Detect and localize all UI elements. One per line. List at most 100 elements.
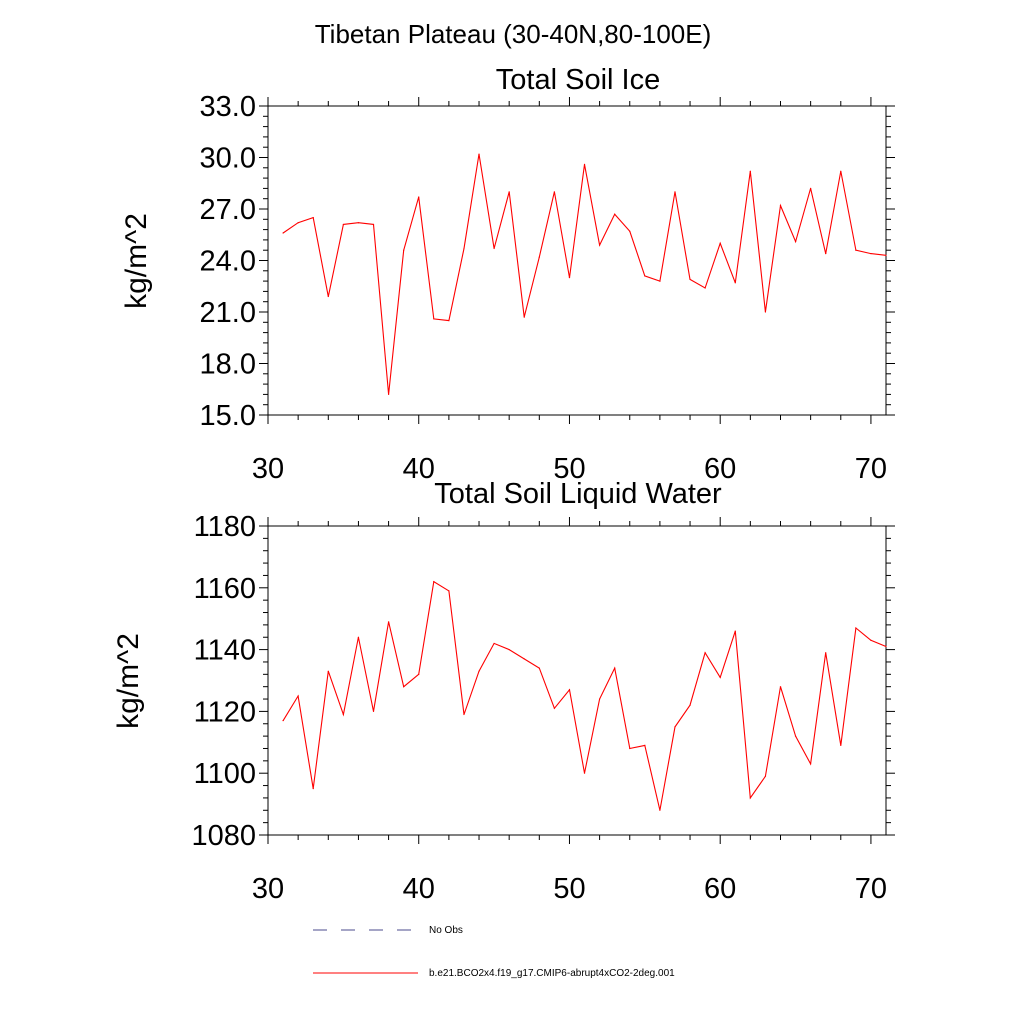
x-tick-labels: 30 40 50 60 70 bbox=[252, 453, 887, 485]
legend-entry-no-obs: No Obs bbox=[313, 925, 463, 936]
data-point bbox=[312, 788, 314, 790]
data-point bbox=[312, 216, 314, 219]
data-point bbox=[553, 707, 555, 709]
data-point bbox=[342, 223, 344, 226]
panel-title: Total Soil Ice bbox=[496, 64, 660, 96]
y-tick-label: 1180 bbox=[194, 511, 256, 543]
data-point bbox=[583, 163, 586, 165]
panel-title: Total Soil Liquid Water bbox=[434, 478, 722, 510]
y-tick-label: 30.0 bbox=[200, 143, 256, 175]
y-tick-label: 1120 bbox=[194, 696, 256, 728]
data-point bbox=[689, 278, 691, 280]
legend-label: b.e21.BCO2x4.f19_g17.CMIP6-abrupt4xCO2-2… bbox=[429, 968, 675, 979]
data-point bbox=[282, 232, 284, 234]
data-point bbox=[704, 287, 706, 289]
legend-entry-model-run: b.e21.BCO2x4.f19_g17.CMIP6-abrupt4xCO2-2… bbox=[313, 968, 675, 979]
data-point bbox=[538, 256, 540, 258]
x-tick-label: 50 bbox=[553, 873, 585, 905]
data-point bbox=[810, 187, 812, 189]
data-point bbox=[674, 191, 676, 193]
y-tick-label: 1100 bbox=[194, 758, 256, 790]
x-tick-label: 70 bbox=[855, 873, 887, 905]
data-point bbox=[418, 673, 420, 675]
series-line bbox=[282, 154, 887, 395]
data-point bbox=[282, 720, 284, 722]
data-point bbox=[568, 689, 571, 691]
data-point bbox=[629, 747, 631, 750]
panel-total-soil-liquid-water: Total Soil Liquid Water kg/m^2 108011001… bbox=[112, 478, 895, 905]
data-point bbox=[810, 763, 812, 765]
data-point bbox=[523, 316, 525, 318]
y-axis-label: kg/m^2 bbox=[120, 213, 153, 309]
data-point bbox=[840, 744, 842, 746]
data-point bbox=[568, 277, 571, 279]
data-point bbox=[403, 686, 405, 688]
legend: No Obs b.e21.BCO2x4.f19_g17.CMIP6-abrupt… bbox=[313, 925, 675, 979]
data-point bbox=[387, 393, 390, 395]
plot-frame bbox=[267, 105, 887, 416]
x-tick-label: 60 bbox=[704, 873, 736, 905]
tick-marks bbox=[259, 517, 895, 844]
x-tick-label: 40 bbox=[403, 453, 435, 485]
x-tick-label: 30 bbox=[252, 873, 284, 905]
data-point bbox=[659, 280, 661, 282]
data-point bbox=[794, 241, 797, 243]
data-point bbox=[508, 649, 510, 651]
data-point bbox=[764, 775, 767, 777]
y-axis-label: kg/m^2 bbox=[112, 633, 145, 729]
data-point bbox=[855, 249, 857, 251]
data-point bbox=[433, 318, 435, 320]
data-point bbox=[644, 744, 646, 746]
data-point bbox=[553, 191, 555, 193]
data-point bbox=[779, 204, 782, 207]
x-tick-labels: 30 40 50 60 70 bbox=[252, 873, 887, 905]
data-point bbox=[599, 698, 601, 700]
data-point bbox=[448, 590, 450, 592]
data-point bbox=[614, 213, 616, 215]
data-point bbox=[403, 249, 405, 251]
data-point bbox=[478, 153, 480, 155]
y-tick-label: 24.0 bbox=[200, 246, 256, 278]
data-point bbox=[719, 676, 721, 679]
data-point bbox=[885, 645, 887, 648]
data-point bbox=[463, 713, 465, 716]
x-tick-label: 40 bbox=[403, 873, 435, 905]
y-tick-labels: 1080 1100 1120 1140 1160 1180 bbox=[191, 511, 256, 852]
data-point bbox=[885, 254, 887, 256]
data-point bbox=[327, 295, 329, 298]
y-tick-label: 18.0 bbox=[200, 349, 256, 381]
data-point bbox=[463, 247, 465, 250]
y-tick-label: 15.0 bbox=[200, 400, 256, 432]
data-point bbox=[372, 710, 375, 713]
data-point bbox=[614, 667, 616, 669]
y-tick-label: 1140 bbox=[194, 635, 256, 667]
data-point bbox=[387, 621, 390, 623]
plot-frame bbox=[267, 525, 887, 836]
data-point bbox=[659, 809, 661, 811]
data-point bbox=[779, 686, 782, 688]
data-point bbox=[493, 247, 495, 250]
data-point bbox=[825, 253, 827, 255]
series-group bbox=[282, 580, 887, 811]
data-point bbox=[583, 772, 586, 774]
data-point bbox=[704, 652, 706, 654]
data-point bbox=[372, 223, 375, 226]
panel-total-soil-ice: Total Soil Ice kg/m^2 15.0 18.0 21.0 24.0 27… bbox=[120, 64, 895, 485]
x-tick-label: 70 bbox=[855, 453, 887, 485]
data-point bbox=[493, 642, 495, 645]
data-point bbox=[629, 230, 631, 232]
data-point bbox=[478, 670, 480, 672]
y-tick-label: 21.0 bbox=[200, 297, 256, 329]
y-tick-label: 27.0 bbox=[200, 194, 256, 226]
legend-label: No Obs bbox=[429, 925, 463, 936]
data-point bbox=[357, 222, 360, 224]
data-point bbox=[644, 275, 646, 277]
y-tick-labels: 15.0 18.0 21.0 24.0 27.0 30.0 33.0 bbox=[200, 91, 256, 432]
data-point bbox=[599, 244, 601, 246]
data-point bbox=[342, 713, 344, 716]
data-point bbox=[734, 282, 736, 284]
data-point bbox=[825, 652, 827, 654]
x-tick-label: 60 bbox=[704, 453, 736, 485]
data-point bbox=[523, 658, 525, 660]
